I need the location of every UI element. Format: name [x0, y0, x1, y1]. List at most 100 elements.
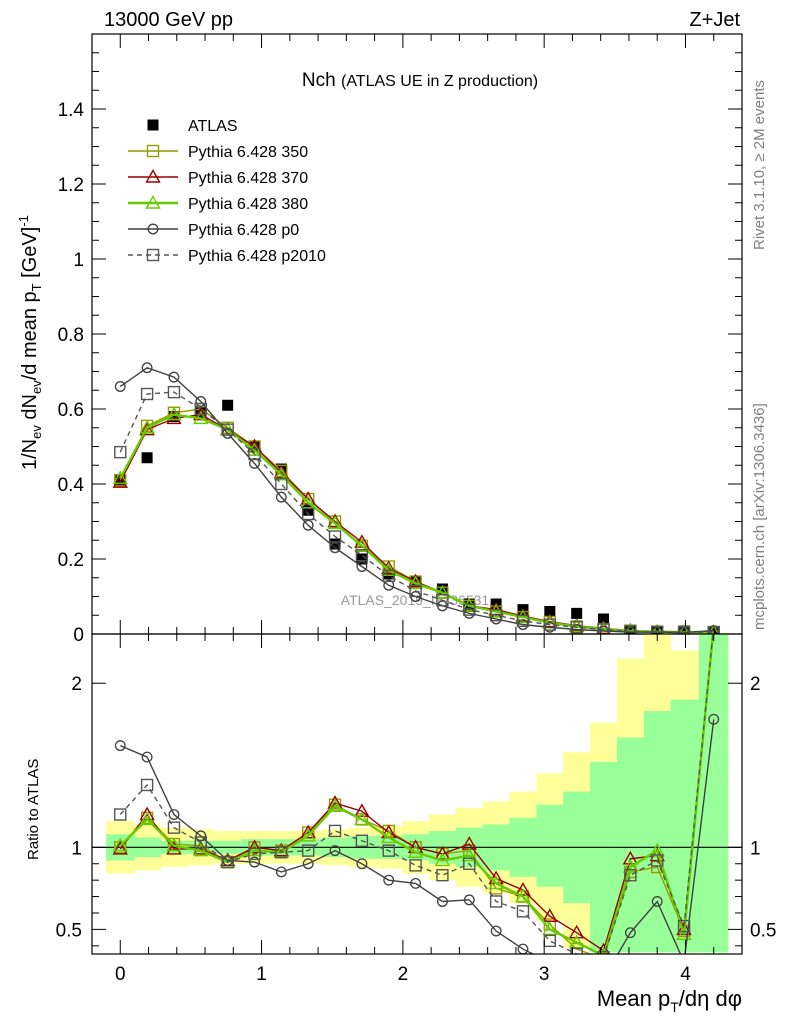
legend-marker [146, 144, 160, 158]
ratio-p0-point [572, 971, 582, 981]
main-p370-point [166, 410, 182, 425]
xtick-labels: 0 1 2 3 4 [115, 964, 691, 985]
main-p0-point [302, 519, 314, 531]
ratio-p380-point [193, 842, 209, 857]
xtick-label: 3 [539, 964, 550, 985]
ratio-panel: 0.5 0.5 1 1 2 2 0 1 2 3 4 [56, 633, 776, 985]
main-p0-point [114, 381, 126, 392]
main-p2010-point [597, 623, 610, 634]
main-ytick-label: 0 [73, 625, 84, 646]
main-p380-point [624, 623, 637, 634]
legend-marker [145, 195, 161, 209]
main-p2010-point [194, 402, 208, 416]
main-series-p2010 [114, 385, 720, 634]
main-atlas-point [168, 411, 180, 422]
main-p380-point [193, 410, 209, 425]
ratio-p0-point [168, 809, 180, 820]
main-p380-point [273, 466, 290, 481]
ratio-ytick-label-left: 1 [71, 838, 82, 859]
ratio-p370-point [542, 908, 558, 922]
main-p0-point [356, 561, 368, 572]
main-subtitle-text: (ATLAS UE in Z production) [341, 73, 538, 90]
ratio-ytick-label-right: 1 [750, 838, 761, 859]
ratio-panel-ticks [92, 634, 743, 954]
main-p0-point [598, 625, 609, 634]
main-p0-point [249, 457, 260, 469]
x-axis-label: Mean pT/dη dφ [597, 986, 742, 1015]
ratio-p370-point [246, 839, 263, 854]
main-p2010-point [114, 445, 127, 459]
main-atlas-point [678, 625, 690, 634]
ratio-series-p2010 [114, 634, 714, 954]
ratio-ytick-label-right: 0.5 [750, 920, 776, 941]
legend-marker [145, 169, 161, 183]
legend-marker [147, 223, 159, 235]
ratio-p380-point [488, 875, 504, 890]
ratio-p380-point [246, 842, 263, 857]
main-p0-point [571, 624, 583, 634]
legend-label: Pythia 6.428 p0 [188, 222, 299, 239]
main-p2010-point [463, 603, 476, 616]
ratio-series [112, 634, 720, 984]
header-channel: Z+Jet [689, 9, 740, 31]
legend: ATLAS Pythia 6.428 350 Pythia 6.428 370 Pyt… [128, 118, 326, 265]
main-title-text: Nch [302, 70, 336, 91]
xtick-label: 1 [256, 964, 267, 985]
main-atlas-point [436, 583, 448, 595]
main-title: Nch (ATLAS UE in Z production) [302, 70, 538, 91]
main-p2010-point [275, 477, 288, 491]
header-process: 13000 GeV pp [104, 9, 233, 31]
ratio-p0-point [463, 894, 475, 906]
main-p0-point [195, 396, 207, 407]
ratio-p370-point [112, 841, 128, 855]
main-p2010-point [382, 569, 395, 583]
ratio-ytick-label-right: 2 [750, 674, 761, 695]
main-p380-point [515, 609, 531, 623]
main-p2010-point [651, 625, 664, 634]
main-ytick-label: 1.2 [58, 175, 84, 196]
main-p380-point [327, 515, 343, 530]
main-series [112, 362, 720, 634]
xtick-label: 2 [398, 964, 409, 985]
ratio-p2010-point [328, 824, 342, 838]
main-p2010-point [328, 530, 342, 543]
legend-label: Pythia 6.428 350 [188, 144, 308, 161]
ratio-p380-point [568, 934, 585, 949]
ratio-p0-point [708, 713, 720, 725]
ratio-p2010-point [651, 854, 664, 867]
main-p2010-point [221, 423, 234, 436]
uncertainty-band-green [536, 804, 564, 887]
legend-label: Pythia 6.428 380 [188, 196, 308, 213]
ratio-p0-point [383, 874, 395, 886]
main-p380-point [461, 597, 477, 612]
ratio-p0-point [114, 740, 126, 752]
main-p380-point [112, 470, 128, 485]
main-ytick-label: 0.2 [58, 550, 84, 571]
main-p2010-point [707, 625, 720, 634]
main-atlas-point [624, 624, 636, 634]
main-atlas-point [302, 504, 314, 516]
main-p380-point [678, 624, 690, 634]
legend-item-atlas: ATLAS [147, 118, 238, 135]
main-ytick-labels: 0 0.2 0.4 0.6 0.8 1 1.2 1.4 [58, 100, 85, 646]
ratio-p0-point [599, 974, 609, 984]
main-ytick-label: 0.6 [58, 400, 84, 421]
main-p2010-point [167, 385, 181, 399]
ratio-p370-point [568, 924, 585, 939]
ratio-p2010-point [301, 844, 315, 857]
ratio-p2010-point [382, 844, 395, 857]
main-ytick-label: 0.8 [58, 325, 84, 346]
ratio-p380-point [381, 829, 397, 844]
main-p380-point [488, 603, 504, 618]
main-p0-point [383, 579, 395, 591]
main-p380-point [651, 623, 663, 634]
ratio-p380-point [139, 811, 155, 826]
legend-label: ATLAS [188, 118, 238, 135]
ratio-p0-point [302, 858, 314, 870]
main-atlas-point [598, 613, 610, 625]
ratio-p0-point [436, 896, 448, 907]
ratio-ytick-label-left: 2 [71, 674, 82, 695]
main-p2010-line [119, 391, 714, 633]
ratio-p0-point [356, 858, 368, 870]
ratio-p380-point [166, 837, 182, 852]
